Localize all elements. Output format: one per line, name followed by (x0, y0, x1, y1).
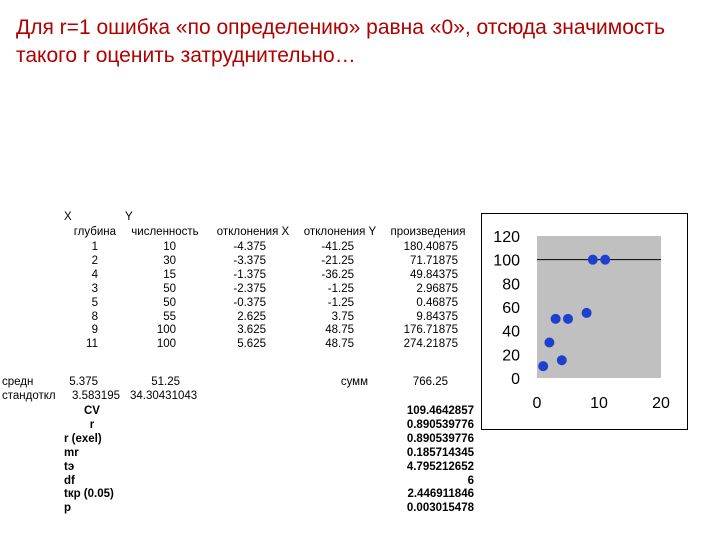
std-x: 3.583195 (72, 390, 120, 402)
mean-y: 51.25 (151, 376, 180, 388)
data-point (563, 313, 573, 324)
table-cell: -0.375 (233, 296, 266, 309)
table-cell: 55 (163, 310, 176, 323)
table-cell: 0.46875 (416, 296, 458, 309)
stat-label: tэ (64, 460, 75, 473)
plot-area (537, 236, 661, 378)
stat-label: df (64, 474, 75, 487)
table-cell: 3 (91, 282, 98, 295)
stat-value: 109.4642857 (406, 405, 474, 417)
scatter-chart: 120 100 80 60 40 20 0 0 10 20 (481, 213, 688, 430)
scatter-svg: 120 100 80 60 40 20 0 0 10 20 (493, 229, 670, 412)
table-cell: -2.375 (233, 282, 266, 295)
table-cell: 11 (86, 338, 98, 351)
mean-x: 5.375 (69, 376, 98, 388)
std-label: стандоткл (2, 390, 56, 402)
table-cell: 48.75 (325, 324, 354, 337)
table-cell: 49.84375 (410, 268, 458, 281)
table-cell: 2 (91, 254, 98, 267)
var-y-label: Y (125, 211, 133, 223)
sum-label: сумм (340, 376, 368, 388)
spreadsheet: X Y глубина численность отклонения X отк… (2, 211, 474, 515)
stat-value: 6 (467, 474, 474, 487)
stat-label: r (exel) (64, 432, 102, 445)
table-cell: 274.21875 (403, 338, 458, 351)
table-cell: 4 (91, 268, 98, 281)
table-cell: -3.375 (233, 254, 266, 267)
table-cell: 3.625 (237, 324, 266, 337)
table-cell: 48.75 (325, 338, 354, 351)
y-tick-label: 100 (493, 253, 520, 270)
x-tick-labels: 0 10 20 (533, 395, 670, 412)
stat-value: 4.795212652 (406, 460, 474, 473)
y-tick-label: 40 (502, 324, 520, 341)
table-cell: 180.40875 (403, 241, 458, 253)
table-cell: 100 (156, 324, 176, 337)
table-cell: 50 (163, 282, 176, 295)
table-cell: 1 (91, 241, 98, 253)
data-point (587, 254, 598, 265)
table-cell: 71.71875 (410, 254, 458, 267)
stat-value: 0.003015478 (406, 502, 474, 515)
table-cell: 15 (163, 268, 176, 281)
table-cell: 3.75 (331, 310, 354, 323)
header-dev-x: отклонения X (216, 226, 290, 238)
table-cell: 9.84375 (416, 310, 458, 323)
table-cell: 2.625 (237, 310, 266, 323)
table-cell: 9 (91, 324, 98, 337)
table-cell: -4.375 (233, 241, 266, 253)
header-depth: глубина (73, 226, 116, 238)
stat-label: tкр (0.05) (64, 488, 114, 501)
table-cell: 2.96875 (416, 282, 458, 295)
table-cell: -1.25 (327, 282, 354, 295)
stat-value: 0.185714345 (406, 446, 474, 459)
slide-title: Для r=1 ошибка «по определению» равна «0… (16, 16, 665, 67)
data-point (556, 355, 567, 366)
table-cell: 10 (163, 241, 176, 253)
y-tick-label: 120 (493, 229, 520, 246)
table-cell: 100 (156, 338, 176, 351)
table-cell: -36.25 (321, 268, 354, 281)
sum-value: 766.25 (412, 376, 448, 388)
data-point (544, 337, 555, 348)
y-tick-label: 20 (502, 347, 520, 364)
stat-label: mr (64, 446, 79, 459)
header-product: произведения (390, 226, 466, 238)
data-point (538, 361, 549, 372)
table-cell: 30 (163, 254, 176, 267)
data-point (550, 313, 561, 324)
data-point (581, 307, 592, 318)
table-cell: 5 (91, 296, 98, 309)
data-points (538, 254, 611, 372)
header-count: численность (131, 226, 199, 238)
table-cell: 5.625 (237, 338, 266, 351)
x-tick-label: 20 (652, 395, 670, 412)
stat-label: r (89, 418, 95, 431)
stat-value: 2.446911846 (407, 488, 474, 501)
table-cell: 176.71875 (403, 324, 458, 337)
x-tick-label: 0 (533, 395, 542, 412)
stat-value: 0.890539776 (406, 418, 474, 431)
table-cell: -1.375 (233, 268, 266, 281)
mean-label: средн (2, 376, 34, 388)
table-cell: -21.25 (321, 254, 354, 267)
stat-value: 0.890539776 (406, 432, 474, 445)
y-tick-label: 0 (511, 371, 520, 388)
y-tick-label: 60 (502, 300, 520, 317)
std-y: 34.30431043 (130, 390, 198, 402)
data-point (600, 254, 611, 265)
header-dev-y: отклонения Y (303, 226, 377, 238)
table-cell: 50 (163, 296, 176, 309)
table-cell: 8 (91, 310, 98, 323)
y-tick-labels: 120 100 80 60 40 20 0 (493, 229, 520, 388)
var-x-label: X (64, 211, 72, 223)
y-tick-label: 80 (502, 276, 520, 293)
stat-label: CV (84, 405, 100, 417)
table-cell: -41.25 (321, 241, 354, 253)
table-cell: -1.25 (327, 296, 354, 309)
stat-label: p (64, 502, 72, 515)
x-tick-label: 10 (590, 395, 608, 412)
